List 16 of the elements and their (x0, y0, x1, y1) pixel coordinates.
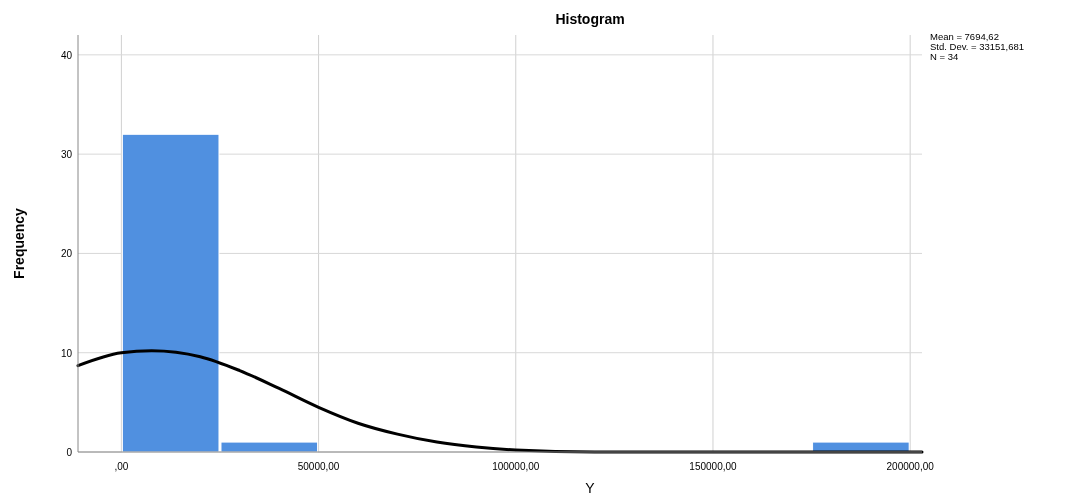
x-tick-label: 200000,00 (886, 461, 935, 472)
y-axis-title: Frequency (11, 207, 27, 279)
text: Mean = 7694,62 (930, 31, 999, 42)
x-tick-label: 50000,00 (297, 461, 340, 472)
x-tick-label: ,00 (114, 461, 129, 472)
y-tick-label: 0 (66, 447, 73, 458)
y-tick-label: 30 (60, 149, 73, 161)
x-axis-title: Y (585, 480, 596, 496)
chart-title: Histogram (555, 11, 625, 27)
x-tick-label: 100000,00 (492, 461, 540, 472)
y-tick-label: 40 (60, 49, 73, 61)
text: N = 34 (930, 51, 959, 62)
text: Std. Dev. = 33151,681 (930, 41, 1025, 52)
y-tick-label: 10 (60, 347, 73, 359)
x-tick-label: 150000,00 (689, 461, 738, 472)
y-tick-label: 20 (60, 248, 73, 260)
